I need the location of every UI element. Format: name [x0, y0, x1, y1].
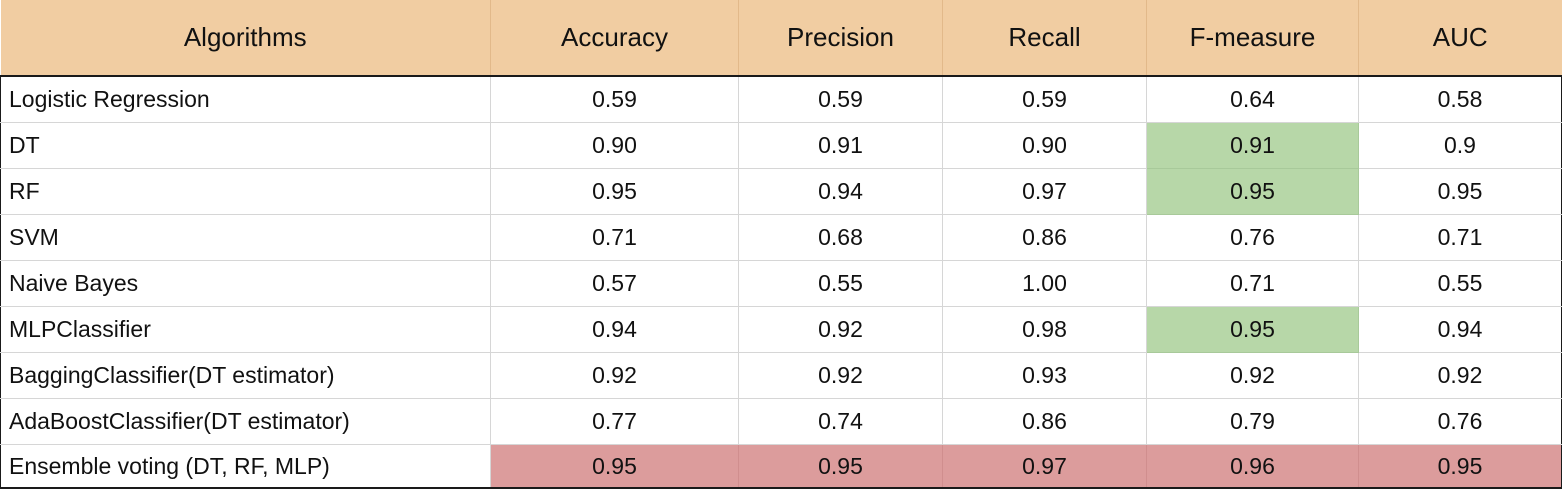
algorithm-name: RF: [0, 168, 491, 215]
auc-cell: 0.58: [1358, 76, 1562, 123]
table-row-highlighted: Ensemble voting (DT, RF, MLP) 0.95 0.95 …: [0, 444, 1562, 489]
recall-cell: 0.93: [942, 352, 1147, 399]
header-accuracy: Accuracy: [490, 0, 739, 77]
recall-cell: 0.86: [942, 214, 1147, 261]
header-row: Algorithms Accuracy Precision Recall F-m…: [0, 0, 1562, 77]
auc-cell-highlighted: 0.95: [1358, 444, 1562, 489]
f-measure-cell-highlighted: 0.91: [1146, 122, 1359, 169]
recall-cell: 0.90: [942, 122, 1147, 169]
accuracy-cell: 0.95: [490, 168, 739, 215]
algorithm-name: Ensemble voting (DT, RF, MLP): [0, 444, 491, 489]
precision-cell-highlighted: 0.95: [738, 444, 943, 489]
recall-cell: 1.00: [942, 260, 1147, 307]
precision-cell: 0.92: [738, 306, 943, 353]
algorithm-name: AdaBoostClassifier(DT estimator): [0, 398, 491, 445]
auc-cell: 0.9: [1358, 122, 1562, 169]
precision-cell: 0.74: [738, 398, 943, 445]
auc-cell: 0.71: [1358, 214, 1562, 261]
algorithm-name: BaggingClassifier(DT estimator): [0, 352, 491, 399]
header-precision: Precision: [738, 0, 943, 77]
table-row: RF 0.95 0.94 0.97 0.95 0.95: [0, 168, 1562, 215]
recall-cell: 0.98: [942, 306, 1147, 353]
accuracy-cell: 0.94: [490, 306, 739, 353]
f-measure-cell-highlighted: 0.95: [1146, 306, 1359, 353]
recall-cell: 0.97: [942, 168, 1147, 215]
algorithm-name: SVM: [0, 214, 491, 261]
precision-cell: 0.59: [738, 76, 943, 123]
algorithm-name: Naive Bayes: [0, 260, 491, 307]
accuracy-cell: 0.59: [490, 76, 739, 123]
precision-cell: 0.55: [738, 260, 943, 307]
algorithm-name: Logistic Regression: [0, 76, 491, 123]
table-row: Naive Bayes 0.57 0.55 1.00 0.71 0.55: [0, 260, 1562, 307]
header-algorithms: Algorithms: [0, 0, 491, 77]
f-measure-cell: 0.71: [1146, 260, 1359, 307]
f-measure-cell: 0.79: [1146, 398, 1359, 445]
recall-cell: 0.86: [942, 398, 1147, 445]
f-measure-cell-highlighted: 0.95: [1146, 168, 1359, 215]
precision-cell: 0.92: [738, 352, 943, 399]
table-body: Logistic Regression 0.59 0.59 0.59 0.64 …: [0, 76, 1562, 489]
f-measure-cell: 0.76: [1146, 214, 1359, 261]
precision-cell: 0.91: [738, 122, 943, 169]
accuracy-cell: 0.71: [490, 214, 739, 261]
auc-cell: 0.76: [1358, 398, 1562, 445]
accuracy-cell-highlighted: 0.95: [490, 444, 739, 489]
table-row: DT 0.90 0.91 0.90 0.91 0.9: [0, 122, 1562, 169]
header-f-measure: F-measure: [1146, 0, 1359, 77]
auc-cell: 0.55: [1358, 260, 1562, 307]
auc-cell: 0.94: [1358, 306, 1562, 353]
recall-cell: 0.59: [942, 76, 1147, 123]
table-row: SVM 0.71 0.68 0.86 0.76 0.71: [0, 214, 1562, 261]
recall-cell-highlighted: 0.97: [942, 444, 1147, 489]
accuracy-cell: 0.92: [490, 352, 739, 399]
auc-cell: 0.92: [1358, 352, 1562, 399]
table-row: Logistic Regression 0.59 0.59 0.59 0.64 …: [0, 76, 1562, 123]
algorithm-name: MLPClassifier: [0, 306, 491, 353]
header-auc: AUC: [1358, 0, 1562, 77]
header-recall: Recall: [942, 0, 1147, 77]
precision-cell: 0.68: [738, 214, 943, 261]
algorithm-name: DT: [0, 122, 491, 169]
auc-cell: 0.95: [1358, 168, 1562, 215]
table-row: MLPClassifier 0.94 0.92 0.98 0.95 0.94: [0, 306, 1562, 353]
accuracy-cell: 0.90: [490, 122, 739, 169]
precision-cell: 0.94: [738, 168, 943, 215]
f-measure-cell-highlighted: 0.96: [1146, 444, 1359, 489]
table-row: AdaBoostClassifier(DT estimator) 0.77 0.…: [0, 398, 1562, 445]
accuracy-cell: 0.77: [490, 398, 739, 445]
f-measure-cell: 0.92: [1146, 352, 1359, 399]
table-row: BaggingClassifier(DT estimator) 0.92 0.9…: [0, 352, 1562, 399]
f-measure-cell: 0.64: [1146, 76, 1359, 123]
accuracy-cell: 0.57: [490, 260, 739, 307]
table-header: Algorithms Accuracy Precision Recall F-m…: [0, 0, 1562, 77]
